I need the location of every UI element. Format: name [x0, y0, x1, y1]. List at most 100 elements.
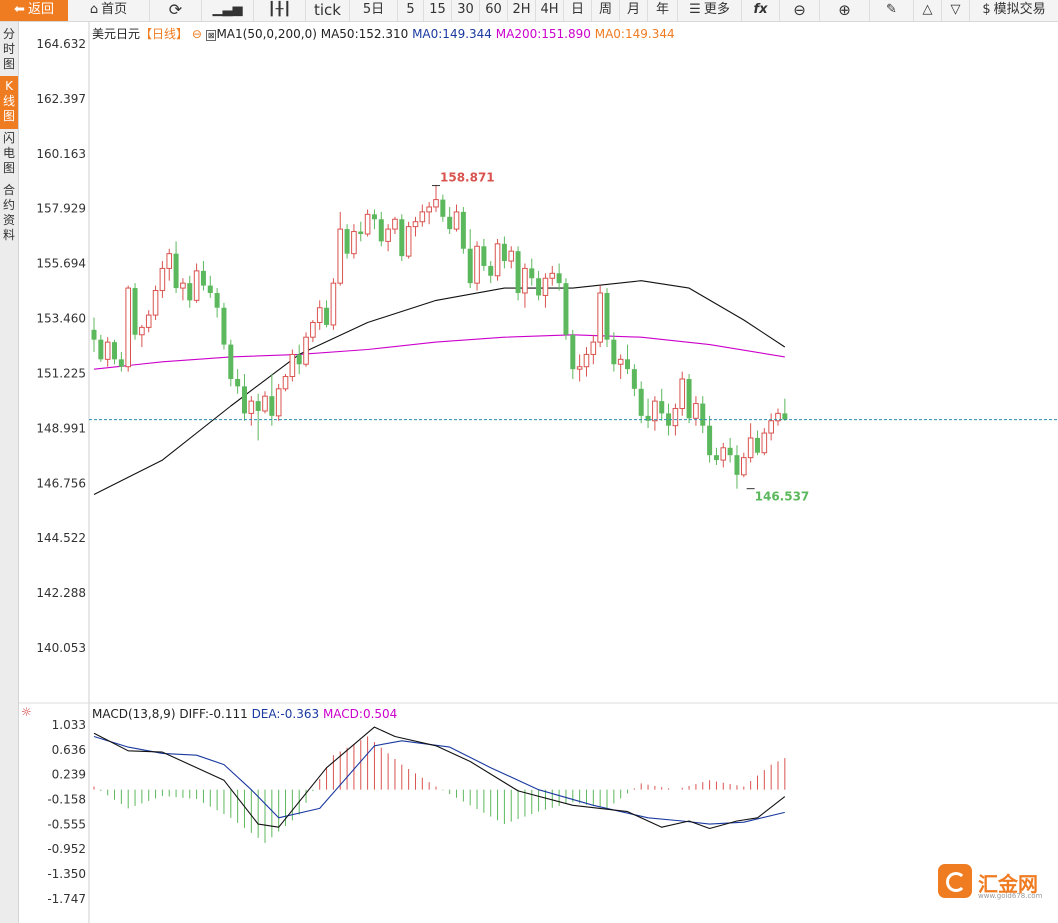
candle-body	[529, 268, 535, 279]
formula-button[interactable]: fx	[742, 0, 780, 21]
high-annotation-label: 158.871	[440, 171, 495, 185]
candle-body	[536, 278, 542, 296]
sidebar-tab-0[interactable]: 分时图	[2, 27, 15, 71]
ma200-value: MA200:151.890	[495, 27, 591, 41]
sidebar: 分时图 K线图闪电图合约资料	[0, 22, 19, 923]
period-button-9[interactable]: 月	[620, 0, 648, 21]
candle-body	[556, 273, 562, 284]
candle-body	[597, 292, 603, 343]
period-button-1[interactable]: 5	[398, 0, 424, 21]
period-button-3[interactable]: 30	[452, 0, 480, 21]
candle-body	[324, 307, 330, 325]
candle-body	[576, 366, 583, 370]
ma-params: MA1(50,0,200,0)	[216, 27, 317, 41]
triangle-down-icon: ▽	[950, 2, 961, 17]
period-button-0[interactable]: 5日	[350, 0, 398, 21]
macd-y-tick-label: 0.636	[52, 743, 86, 757]
main-y-tick-label: 146.756	[36, 476, 86, 490]
candle-body	[275, 388, 282, 417]
candle-body	[235, 378, 241, 387]
macd-settings-icon[interactable]: ☼	[21, 705, 32, 719]
candle-type-button[interactable]: ┃╂┃	[254, 0, 306, 21]
triangle-up-icon: △	[922, 2, 933, 17]
main-y-tick-label: 144.522	[36, 531, 86, 545]
macd-params: MACD(13,8,9)	[92, 707, 176, 721]
period-button-7[interactable]: 日	[564, 0, 592, 21]
period-button-6[interactable]: 4H	[536, 0, 564, 21]
main-y-tick-label: 155.694	[36, 257, 86, 271]
candle-body	[303, 336, 309, 365]
period-button-4[interactable]: 60	[480, 0, 508, 21]
candle-body	[625, 359, 631, 370]
sidebar-tab-3[interactable]: 合约资料	[2, 183, 15, 242]
macd-value: MACD:0.504	[322, 707, 398, 721]
candle-body	[98, 339, 104, 360]
main-legend: 美元日元【日线】 ⊖ ⊠ MA1(50,0,200,0) MA50:152.310…	[92, 25, 675, 42]
main-y-tick-label: 148.991	[36, 421, 86, 435]
candle-body	[419, 211, 426, 223]
sim-trade-button[interactable]: $ 模拟交易	[982, 2, 1046, 17]
candle-body	[782, 413, 788, 420]
collapse-down-button[interactable]: ▽	[942, 0, 970, 21]
candle-body	[741, 457, 747, 476]
menu-icon: ☰	[689, 2, 701, 17]
indicator-button[interactable]: ▁▃▅	[202, 0, 254, 21]
macd-y-tick-label: -1.350	[47, 867, 86, 881]
refresh-button[interactable]: ⟳	[150, 0, 202, 21]
main-y-tick-label: 157.929	[36, 202, 86, 216]
candle-body	[269, 396, 275, 416]
logo-name: 汇金网	[978, 872, 1038, 896]
pencil-icon: ✎	[886, 2, 897, 17]
candle-body	[713, 455, 719, 461]
candle-body	[693, 403, 699, 419]
candle-body	[214, 292, 220, 308]
candle-body	[659, 401, 665, 414]
diff-line	[93, 726, 786, 830]
main-y-tick-label: 162.397	[36, 92, 86, 106]
sidebar-tab-1[interactable]: K线图	[0, 76, 18, 129]
sidebar-tab-2[interactable]: 闪电图	[2, 131, 15, 175]
candle-body	[248, 400, 255, 414]
candle-body	[515, 251, 521, 293]
more-button[interactable]: ☰ 更多	[678, 0, 742, 21]
candle-body	[358, 231, 364, 235]
ma0-value: MA0:149.344	[412, 27, 492, 41]
candle-body	[385, 228, 391, 242]
ma200-line	[93, 334, 785, 370]
zoom-out-button[interactable]: ⊖	[780, 0, 820, 21]
back-button[interactable]: ⬅ 返回	[0, 0, 68, 21]
macd-y-tick-label: -0.158	[47, 793, 86, 807]
period-button-2[interactable]: 15	[424, 0, 452, 21]
candle-body	[754, 437, 760, 453]
candle-body	[310, 321, 316, 338]
period-button-5[interactable]: 2H	[508, 0, 536, 21]
period-button-8[interactable]: 周	[592, 0, 620, 21]
candle-body	[262, 395, 268, 412]
candle-body	[720, 447, 727, 461]
candle-body	[433, 199, 439, 208]
candle-body	[193, 270, 200, 301]
indicator-icon[interactable]: ⊠	[205, 30, 217, 41]
candle-body	[316, 307, 323, 323]
tick-button[interactable]: tick	[306, 0, 350, 21]
candle-body	[166, 253, 173, 269]
home-button[interactable]: ⌂ 首页	[68, 0, 150, 21]
logo-mark	[938, 864, 972, 898]
candle-body	[481, 246, 487, 266]
candle-body	[378, 219, 384, 242]
candle-body	[611, 339, 617, 365]
period-label: 【日线】	[140, 27, 189, 41]
zoom-in-button[interactable]: ⊕	[820, 0, 870, 21]
candle-body	[700, 403, 706, 426]
candle-body	[447, 216, 453, 230]
period-button-10[interactable]: 年	[648, 0, 678, 21]
collapse-up-button[interactable]: △	[914, 0, 942, 21]
macd-legend: MACD(13,8,9) DIFF:-0.111 DEA:-0.363 MACD…	[92, 707, 397, 721]
symbol-label: 美元日元	[92, 27, 141, 41]
toolbar: ⬅ 返回 ⌂ 首页 ⟳ ▁▃▅ ┃╂┃ tick ☰ 更多 fx ⊖ ⊕ ✎ △ ▽ …	[0, 0, 1058, 22]
candle-body	[364, 213, 371, 235]
candle-body	[392, 218, 398, 230]
draw-button[interactable]: ✎	[870, 0, 914, 21]
candle-body	[522, 267, 528, 294]
settings-icon[interactable]: ⊖	[191, 27, 202, 41]
